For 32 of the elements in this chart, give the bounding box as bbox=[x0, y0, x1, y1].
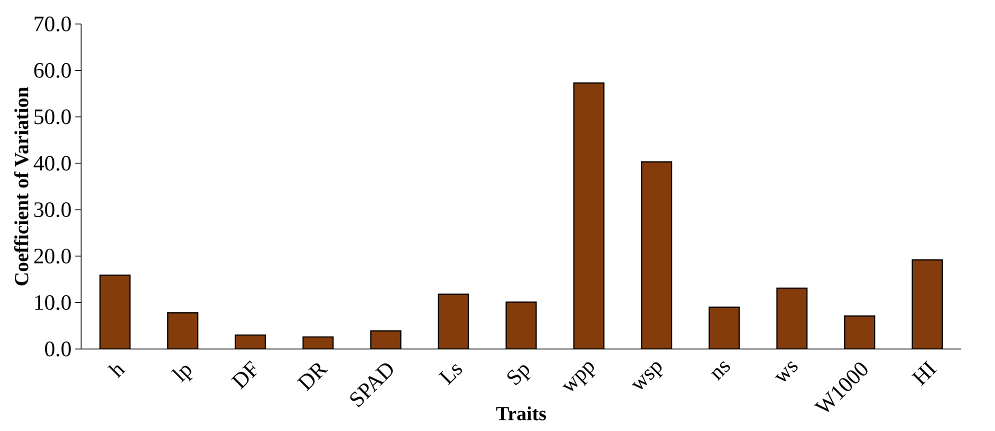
x-tick-label: ns bbox=[711, 361, 730, 381]
x-tick-label: DF bbox=[231, 360, 257, 390]
y-tick-label: 50.0 bbox=[34, 109, 71, 124]
x-axis-title: Traits bbox=[496, 406, 546, 420]
y-tick-label: 70.0 bbox=[34, 16, 71, 32]
y-tick-label: 30.0 bbox=[34, 202, 71, 218]
x-tick-label: Sp bbox=[507, 365, 531, 386]
bar bbox=[235, 335, 266, 349]
y-tick-label: 40.0 bbox=[34, 156, 71, 171]
x-tick-label: wsp bbox=[632, 362, 664, 390]
x-tick-label: Ls bbox=[438, 364, 462, 386]
bar bbox=[506, 302, 537, 349]
y-tick-label: 60.0 bbox=[34, 62, 71, 78]
bar bbox=[438, 294, 470, 349]
y-tick-label: 20.0 bbox=[34, 248, 71, 264]
x-tick-label: h bbox=[107, 365, 126, 378]
bar bbox=[167, 312, 198, 349]
x-tick-label: ws bbox=[774, 361, 798, 382]
bar bbox=[912, 259, 943, 349]
bar bbox=[573, 82, 604, 349]
bar bbox=[640, 161, 672, 349]
bar bbox=[776, 288, 808, 349]
y-tick-label: 0.0 bbox=[45, 342, 71, 356]
bar bbox=[844, 315, 876, 349]
y-axis-title: Coefficient of Variation bbox=[14, 86, 28, 286]
x-tick-label: lp bbox=[170, 366, 193, 382]
x-tick-label: wpp bbox=[562, 362, 596, 391]
x-tick-label: DR bbox=[296, 363, 328, 392]
bar bbox=[99, 274, 131, 349]
bar bbox=[708, 306, 740, 349]
x-tick-label: HI bbox=[911, 360, 937, 386]
y-tick-label: 10.0 bbox=[35, 295, 71, 310]
